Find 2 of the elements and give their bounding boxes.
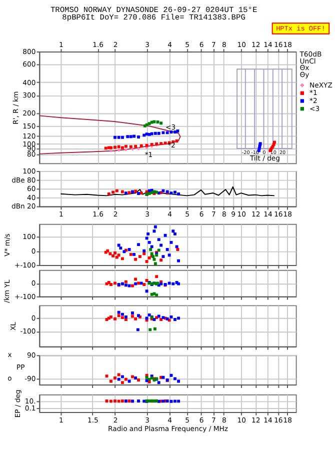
chart-title: TROMSO NORWAY DYNASONDE 26-09-27 0204UT 15°E [50,6,258,15]
chart-subtitle: 8pBP6It DoY= 270.086 File= TR141383.BPG [62,14,246,23]
